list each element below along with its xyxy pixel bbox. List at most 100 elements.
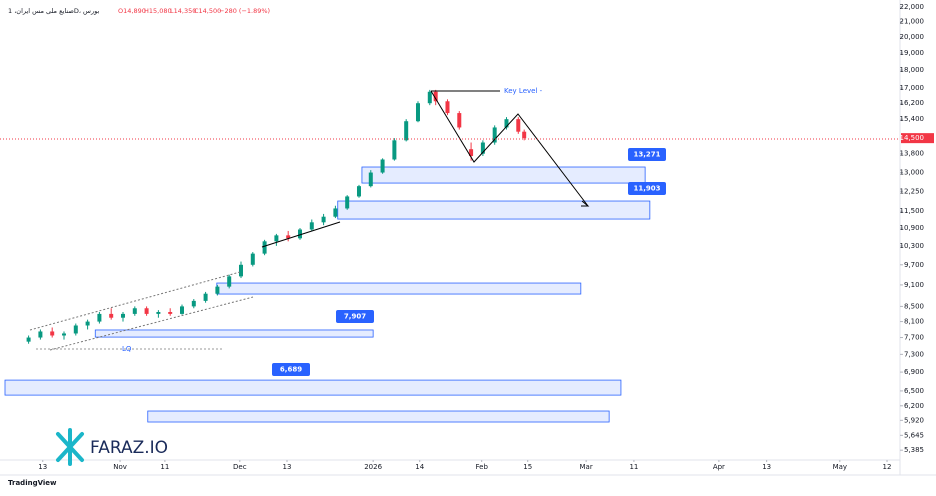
candle-body [356, 186, 361, 197]
trend-line [261, 221, 341, 248]
last-price-box [901, 133, 934, 144]
candle-body [61, 333, 66, 336]
x-tick-label: 14 [415, 463, 424, 471]
y-tick-label: 8,100 [904, 318, 924, 326]
candle-body [50, 331, 55, 336]
zone [361, 166, 646, 184]
y-tick-label: 18,000 [900, 66, 925, 74]
zone-label: 13,271 [633, 151, 660, 159]
projection-path [430, 90, 589, 207]
candle-body [97, 313, 102, 322]
y-tick-label: 6,900 [904, 368, 924, 376]
y-tick-label: 13,000 [900, 169, 925, 177]
y-tick-label: 7,300 [904, 350, 924, 358]
y-tick-label: 10,300 [900, 242, 925, 250]
zone-label-box [628, 148, 666, 161]
zone-label-box [272, 363, 310, 376]
y-tick-label: 12,250 [900, 187, 925, 195]
y-tick-label: 21,000 [900, 17, 925, 25]
symbol: صنایع ملی مس ایران، 1D، بورس [8, 7, 99, 15]
x-tick-label: 13 [283, 463, 292, 471]
x-tick-label: Nov [113, 463, 127, 471]
ohlc-close: C14,500 [194, 7, 221, 15]
candle-body [227, 276, 232, 287]
candle-body [179, 306, 184, 314]
x-tick-label: May [833, 463, 847, 471]
candle-body [156, 312, 161, 314]
header: صنایع ملی مس ایران، 1D، بورس O14,890 H15… [8, 7, 270, 15]
y-tick-label: 15,400 [900, 115, 925, 123]
candle-body [415, 103, 420, 122]
y-tick-label: 10,900 [900, 224, 925, 232]
candle-body [333, 208, 338, 217]
zone-label: 7,907 [344, 313, 366, 321]
candle-body [522, 131, 527, 139]
y-tick-label: 5,385 [904, 446, 924, 454]
zone [4, 379, 622, 396]
candle-body [274, 235, 279, 242]
x-tick-label: 11 [629, 463, 638, 471]
x-tick-label: 11 [160, 463, 169, 471]
x-tick-label: 13 [762, 463, 771, 471]
arrow-head [581, 200, 590, 207]
candle-body [203, 293, 208, 301]
y-tick-label: 13,800 [900, 150, 925, 158]
ohlc-high: H15,080 [144, 7, 172, 15]
candle-body [392, 140, 397, 160]
channel-bottom [49, 296, 254, 351]
footer-text: TradingView [8, 479, 57, 487]
ohlc-low: L14,350 [170, 7, 196, 15]
y-tick-label: 9,700 [904, 261, 924, 269]
last-price-label: 14,500 [900, 134, 925, 142]
y-tick-label: 11,500 [900, 207, 925, 215]
y-tick-label: 6,200 [904, 402, 924, 410]
y-tick-label: 9,100 [904, 281, 924, 289]
logo-icon [56, 428, 84, 466]
logo-text: FARAZ.IO [90, 438, 168, 458]
candle-body [445, 101, 450, 114]
key-level-text: Key Level - [504, 87, 543, 95]
candle-body [433, 91, 438, 102]
x-tick-label: Mar [580, 463, 593, 471]
lq-text: LQ [122, 345, 132, 353]
candle-body [144, 308, 149, 314]
y-tick-label: 22,000 [900, 3, 925, 11]
candle-body [38, 331, 43, 338]
y-tick-label: 5,920 [904, 416, 924, 424]
ohlc-open: O14,890 [118, 7, 146, 15]
y-tick-label: 6,500 [904, 387, 924, 395]
candle-body [492, 127, 497, 143]
zone-label: 6,689 [280, 366, 302, 374]
logo: FARAZ.IO [56, 428, 168, 466]
candle-body [457, 113, 462, 128]
x-tick-label: Dec [233, 463, 247, 471]
candle-body [109, 313, 114, 318]
candle-body [516, 119, 521, 132]
candle-body [321, 216, 326, 223]
y-tick-label: 8,500 [904, 302, 924, 310]
candle-body [26, 337, 31, 342]
zone [147, 410, 610, 423]
zone [216, 282, 582, 295]
y-tick-label: 17,000 [900, 84, 925, 92]
candle-body [238, 264, 243, 277]
drawings [0, 90, 900, 351]
ohlc-change: −280 (−1.89%) [219, 7, 270, 15]
y-tick-label: 19,000 [900, 49, 925, 57]
candle-body [132, 308, 137, 314]
y-tick-label: 5,645 [904, 431, 924, 439]
candle-body [85, 321, 90, 326]
x-tick-label: 15 [523, 463, 532, 471]
candle-body [368, 172, 373, 187]
candle-body [480, 142, 485, 154]
zone-label: 11,903 [633, 185, 660, 193]
candle-body [215, 286, 220, 294]
y-tick-label: 20,000 [900, 33, 925, 41]
candle-body [73, 325, 78, 334]
candle-body [404, 121, 409, 141]
candle-body [380, 159, 385, 173]
x-tick-label: 2026 [364, 463, 382, 471]
candle-body [120, 313, 125, 318]
